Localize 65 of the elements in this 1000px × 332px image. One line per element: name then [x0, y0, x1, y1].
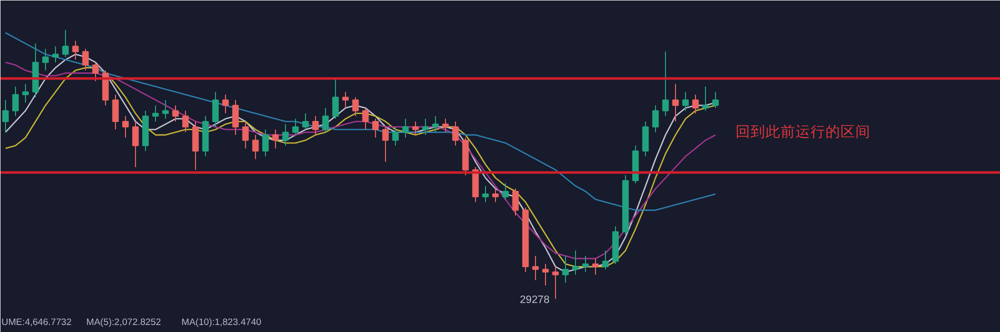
- candlestick: [562, 255, 569, 284]
- candlestick: [512, 188, 519, 216]
- candlestick: [112, 94, 119, 130]
- candlestick: [292, 118, 299, 136]
- candlestick: [42, 48, 49, 71]
- candlestick: [232, 99, 239, 136]
- candlestick: [72, 40, 79, 60]
- candlestick: [302, 112, 309, 130]
- candlestick: [122, 116, 129, 138]
- candlestick: [312, 116, 319, 136]
- candlestick: [502, 182, 509, 200]
- candlestick: [262, 129, 269, 157]
- candlestick: [532, 255, 539, 281]
- candlestick: [542, 263, 549, 286]
- text: 回到此前运行的区间: [736, 124, 870, 141]
- text: MA(5):2,072.8252: [86, 317, 161, 328]
- candlestick: [582, 255, 589, 273]
- candlestick: [352, 96, 359, 117]
- candlestick: [22, 83, 29, 104]
- candlestick: [242, 120, 249, 149]
- candlestick: [392, 126, 399, 146]
- candlestick: [572, 250, 579, 276]
- candlestick: [172, 104, 179, 122]
- candlestick: [402, 118, 409, 138]
- candlestick: [252, 134, 259, 160]
- candlestick: [362, 108, 369, 130]
- candlestick: [182, 110, 189, 133]
- candlestick: [692, 94, 699, 114]
- candlestick: [92, 62, 99, 82]
- candlestick: [492, 188, 499, 203]
- candlestick: [162, 99, 169, 120]
- candlestick: [282, 124, 289, 146]
- candlestick: [552, 266, 559, 300]
- candlestick: [672, 83, 679, 122]
- text: UME:4,646.7732: [2, 317, 72, 328]
- candlestick: [422, 118, 429, 136]
- candlestick: [322, 108, 329, 133]
- text: MA(10):1,823.4740: [182, 317, 262, 328]
- candlestick: [442, 118, 449, 133]
- candlestick: [212, 91, 219, 128]
- candlestick: [382, 126, 389, 162]
- candlestick: [52, 46, 59, 63]
- candlestick: [372, 118, 379, 138]
- candlestick: [482, 185, 489, 203]
- candlestick: [432, 116, 439, 133]
- candlestick: [412, 120, 419, 136]
- candlestick: [332, 78, 339, 120]
- candlestick: [152, 104, 159, 122]
- candlestick: [452, 120, 459, 146]
- candlestick: [342, 91, 349, 109]
- annotation: 29278: [520, 294, 550, 306]
- candlestick: [62, 30, 69, 58]
- candlestick: [272, 129, 279, 149]
- candlestick: [602, 250, 609, 270]
- candlestick: [222, 94, 229, 114]
- candlestick: [682, 91, 689, 112]
- candlestick: [12, 86, 19, 117]
- candlestick: [2, 99, 9, 133]
- candlestick: [82, 48, 89, 71]
- candlestick: [592, 258, 599, 276]
- candlestick: [652, 104, 659, 133]
- candlestick: [702, 86, 709, 112]
- candlestick: [662, 51, 669, 117]
- candlestick: [132, 120, 139, 168]
- candlestick: [712, 91, 719, 109]
